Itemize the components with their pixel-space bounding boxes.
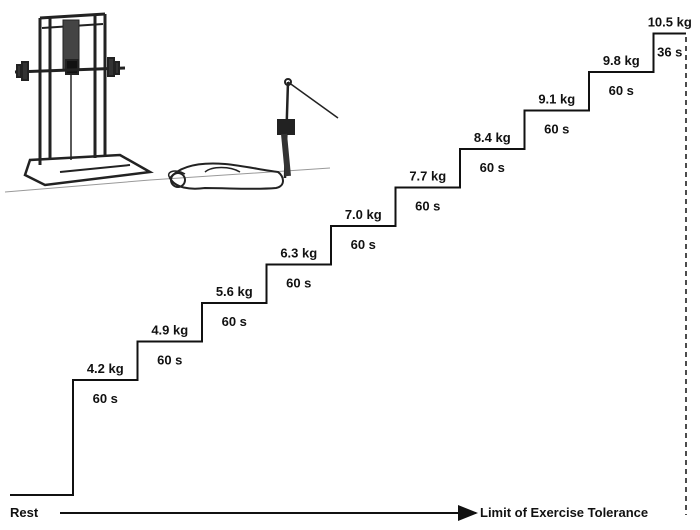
step-duration-label: 60 s — [93, 391, 118, 406]
step-load-label: 4.2 kg — [87, 361, 124, 376]
step-load-label: 5.6 kg — [216, 284, 253, 299]
cable-pulley-machine-supine-person-icon — [4, 12, 339, 193]
step-load-label: 4.9 kg — [151, 323, 188, 338]
axis-end-label: Limit of Exercise Tolerance — [480, 505, 648, 520]
axis-start-label: Rest — [10, 505, 39, 520]
step-load-label: 7.7 kg — [409, 169, 446, 184]
step-duration-label: 60 s — [480, 160, 505, 175]
step-load-label: 6.3 kg — [280, 246, 317, 261]
step-duration-label: 60 s — [609, 83, 634, 98]
load-staircase — [10, 32, 686, 496]
staircase-line — [10, 32, 686, 496]
step-duration-label: 60 s — [222, 314, 247, 329]
step-duration-label: 60 s — [544, 122, 569, 137]
step-labels: 4.2 kg 60 s 4.9 kg 60 s 5.6 kg 60 s 6.3 kg 60 s… — [87, 15, 692, 407]
step-load-label: 8.4 kg — [474, 130, 511, 145]
step-duration-label: 60 s — [415, 199, 440, 214]
step-load-label: 9.1 kg — [538, 92, 575, 107]
step-load-label: 9.8 kg — [603, 53, 640, 68]
step-load-label: 7.0 kg — [345, 207, 382, 222]
step-duration-label: 60 s — [351, 237, 376, 252]
step-load-label: 10.5 kg — [648, 15, 692, 30]
step-duration-label: 60 s — [286, 276, 311, 291]
step-duration-label: 60 s — [157, 353, 182, 368]
step-duration-label: 36 s — [657, 45, 682, 60]
